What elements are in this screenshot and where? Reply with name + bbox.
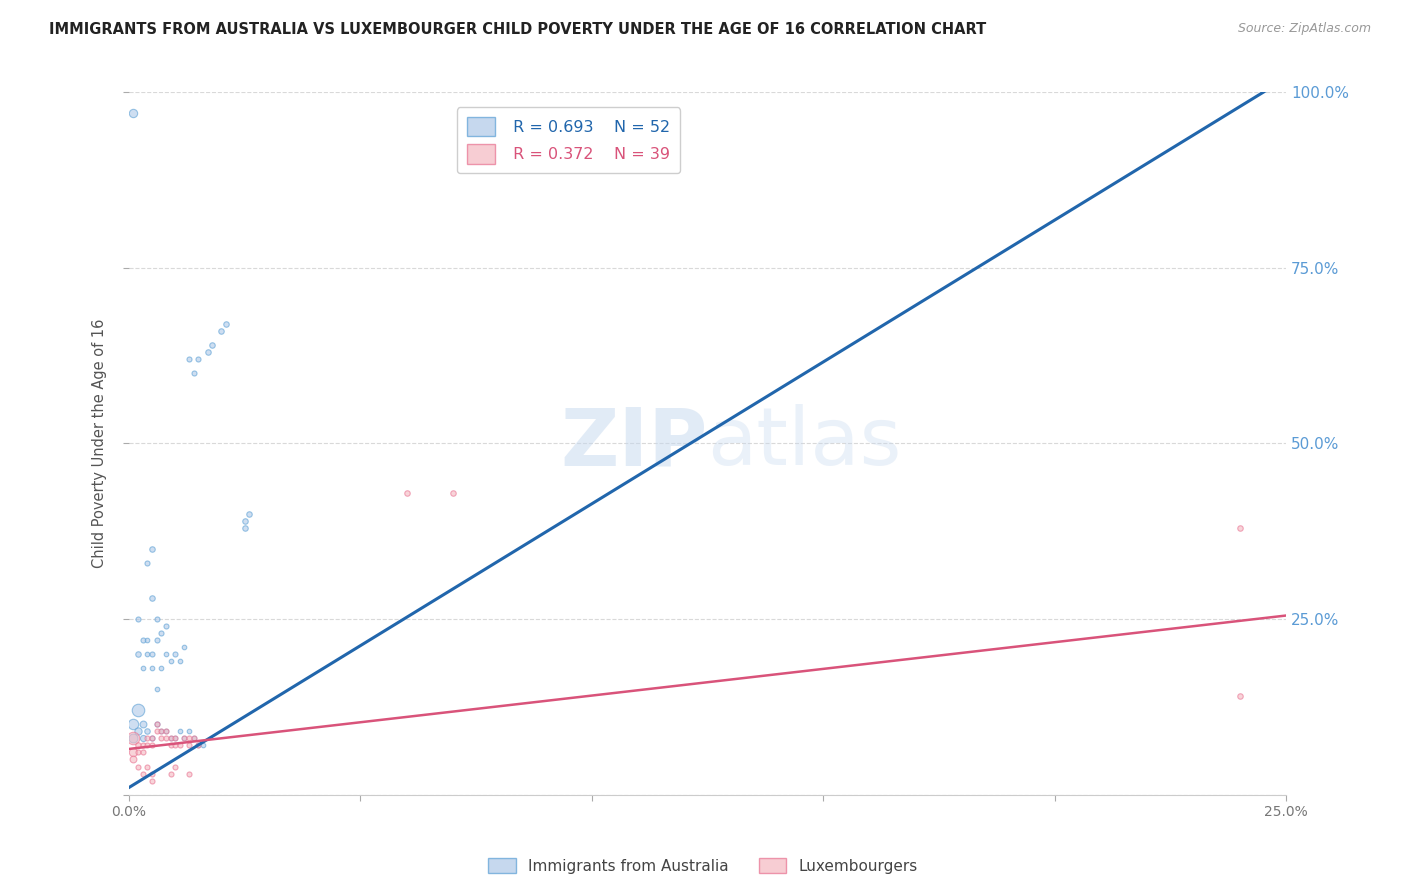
Point xyxy=(141,766,163,780)
Point xyxy=(165,647,187,661)
Point xyxy=(122,731,145,746)
Point xyxy=(132,731,155,746)
Point xyxy=(155,724,177,739)
Y-axis label: Child Poverty Under the Age of 16: Child Poverty Under the Age of 16 xyxy=(93,318,107,568)
Point xyxy=(187,739,209,753)
Point xyxy=(169,654,191,668)
Point xyxy=(1229,690,1251,704)
Point xyxy=(136,731,159,746)
Point xyxy=(215,317,238,331)
Point xyxy=(187,352,209,367)
Point xyxy=(177,352,200,367)
Point xyxy=(197,345,219,359)
Point xyxy=(209,324,232,338)
Point xyxy=(132,746,155,760)
Point xyxy=(141,591,163,605)
Point xyxy=(141,541,163,556)
Point xyxy=(122,731,145,746)
Point xyxy=(145,717,167,731)
Point xyxy=(150,731,173,746)
Point xyxy=(238,507,260,521)
Point xyxy=(159,731,181,746)
Point xyxy=(127,612,149,626)
Point xyxy=(173,640,195,654)
Point xyxy=(127,759,149,773)
Legend: Immigrants from Australia, Luxembourgers: Immigrants from Australia, Luxembourgers xyxy=(482,852,924,880)
Point xyxy=(141,739,163,753)
Point xyxy=(165,759,187,773)
Point xyxy=(132,633,155,648)
Point xyxy=(127,724,149,739)
Point xyxy=(127,739,149,753)
Point xyxy=(145,682,167,697)
Text: ZIP: ZIP xyxy=(560,404,707,483)
Point xyxy=(187,739,209,753)
Point xyxy=(169,724,191,739)
Point xyxy=(132,739,155,753)
Point xyxy=(159,766,181,780)
Point xyxy=(441,485,464,500)
Point xyxy=(159,654,181,668)
Point xyxy=(150,724,173,739)
Point xyxy=(1229,521,1251,535)
Point xyxy=(233,514,256,528)
Point xyxy=(141,731,163,746)
Point xyxy=(155,724,177,739)
Point xyxy=(127,703,149,717)
Point xyxy=(165,731,187,746)
Point xyxy=(145,724,167,739)
Point xyxy=(132,766,155,780)
Point xyxy=(177,731,200,746)
Legend:  R = 0.693    N = 52,  R = 0.372    N = 39: R = 0.693 N = 52, R = 0.372 N = 39 xyxy=(457,107,681,173)
Text: atlas: atlas xyxy=(707,404,901,483)
Point xyxy=(141,731,163,746)
Point xyxy=(122,717,145,731)
Point xyxy=(183,731,205,746)
Point xyxy=(136,647,159,661)
Point xyxy=(122,746,145,760)
Point xyxy=(122,106,145,120)
Point xyxy=(177,739,200,753)
Point xyxy=(136,724,159,739)
Point xyxy=(122,752,145,766)
Point xyxy=(201,338,224,352)
Point xyxy=(159,731,181,746)
Point xyxy=(150,661,173,675)
Point xyxy=(177,766,200,780)
Point xyxy=(136,759,159,773)
Point xyxy=(145,717,167,731)
Point xyxy=(165,739,187,753)
Point xyxy=(173,731,195,746)
Point xyxy=(155,731,177,746)
Point xyxy=(191,739,214,753)
Point xyxy=(136,633,159,648)
Point xyxy=(132,717,155,731)
Point xyxy=(145,612,167,626)
Point xyxy=(127,746,149,760)
Point xyxy=(155,619,177,633)
Point xyxy=(141,661,163,675)
Point xyxy=(136,556,159,570)
Point xyxy=(150,724,173,739)
Point xyxy=(141,647,163,661)
Text: IMMIGRANTS FROM AUSTRALIA VS LUXEMBOURGER CHILD POVERTY UNDER THE AGE OF 16 CORR: IMMIGRANTS FROM AUSTRALIA VS LUXEMBOURGE… xyxy=(49,22,987,37)
Point xyxy=(132,661,155,675)
Point xyxy=(169,739,191,753)
Text: Source: ZipAtlas.com: Source: ZipAtlas.com xyxy=(1237,22,1371,36)
Point xyxy=(395,485,418,500)
Point xyxy=(145,633,167,648)
Point xyxy=(183,366,205,380)
Point xyxy=(136,739,159,753)
Point xyxy=(183,731,205,746)
Point xyxy=(150,626,173,640)
Point xyxy=(233,521,256,535)
Point xyxy=(141,773,163,788)
Point xyxy=(155,647,177,661)
Point xyxy=(127,647,149,661)
Point xyxy=(173,731,195,746)
Point xyxy=(177,724,200,739)
Point xyxy=(165,731,187,746)
Point xyxy=(159,739,181,753)
